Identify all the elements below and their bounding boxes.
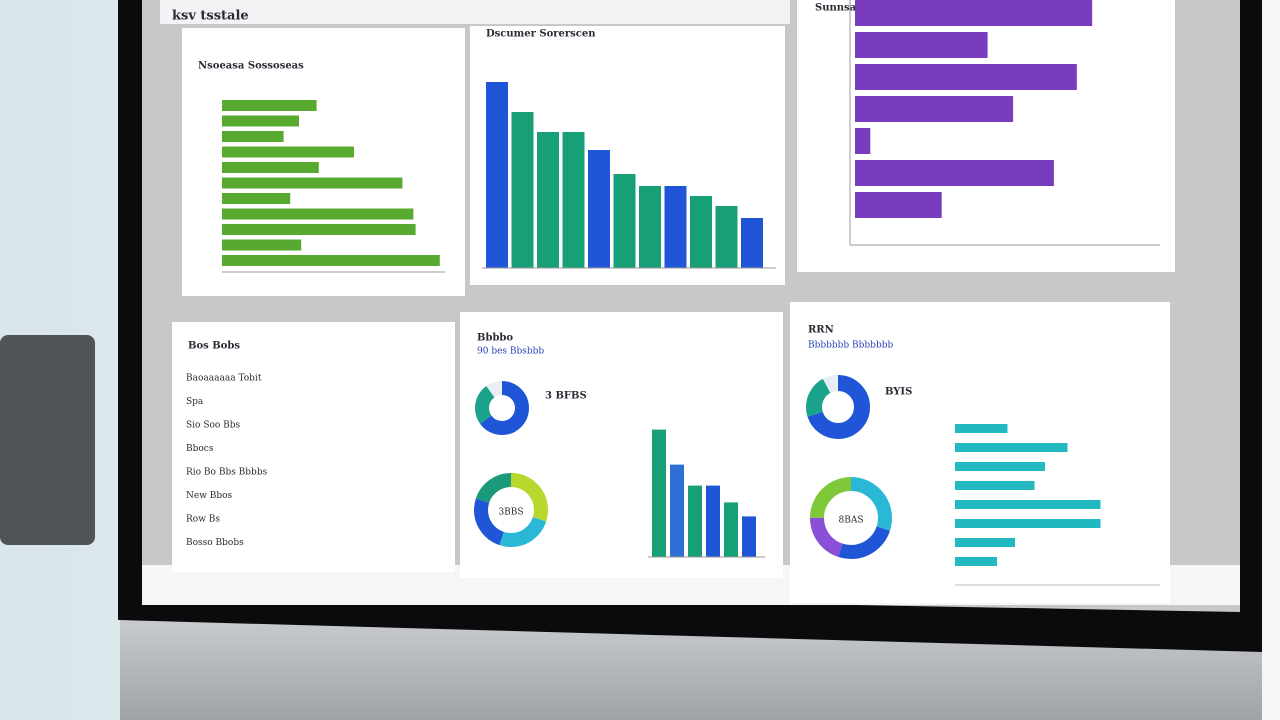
bar <box>511 112 534 268</box>
panel-title: Nsoeasa Sossoseas <box>198 61 304 72</box>
panel <box>172 322 455 572</box>
blurred-object <box>0 335 95 545</box>
donut-segment <box>474 473 548 547</box>
bar <box>222 177 403 189</box>
donut-segment <box>475 381 529 435</box>
monitor-bottom <box>120 620 1262 720</box>
bar <box>742 516 756 557</box>
list-item: Sio Soo Bbs <box>186 421 241 431</box>
donut-segment <box>475 381 529 435</box>
bar <box>222 208 414 220</box>
list-item: Bbocs <box>186 444 214 454</box>
bar <box>955 424 1008 433</box>
bar <box>222 162 319 173</box>
bar <box>715 206 738 268</box>
bar <box>955 519 1101 528</box>
bar <box>639 186 661 268</box>
bar <box>222 224 416 235</box>
bar <box>855 32 988 58</box>
donut-segment <box>474 473 548 547</box>
bar <box>613 174 636 268</box>
donut-segment <box>810 477 892 559</box>
list-item: Bosso Bbobs <box>186 538 244 548</box>
donut-label: 8BAS <box>838 516 863 526</box>
bar <box>222 239 302 251</box>
donut-label: 3BBS <box>498 508 523 518</box>
panel-title: Dscumer Sorerscen <box>486 29 596 40</box>
bar <box>222 146 354 158</box>
bar <box>486 82 508 268</box>
bar <box>670 464 684 557</box>
list-item: New Bbos <box>186 491 233 501</box>
bar <box>222 131 284 142</box>
panel-subtitle: Bbbbbbb Bbbbbbb <box>808 341 893 351</box>
list-item: Row Bs <box>186 515 220 525</box>
bar <box>855 96 1014 122</box>
bar <box>690 196 712 268</box>
panels: Nsoeasa Sossoseas Dscumer Sorerscen Sunnsa… <box>172 0 1175 603</box>
list-item: Spa <box>186 397 204 407</box>
bar <box>724 502 738 557</box>
donut-segment <box>806 375 870 439</box>
donut-segment <box>810 477 892 559</box>
bar <box>855 160 1054 186</box>
bar <box>741 218 763 268</box>
list-item: Rio Bo Bbs Bbbbs <box>186 468 268 478</box>
donut-segment <box>806 375 870 439</box>
header-bar <box>160 0 790 24</box>
donut-label: 3 BFBS <box>545 391 587 402</box>
bar <box>855 128 871 154</box>
list-item: Baoaaaaaa Tobit <box>186 374 262 384</box>
bar <box>955 481 1035 490</box>
bar <box>537 132 559 268</box>
bar <box>588 150 610 268</box>
bar <box>706 485 720 557</box>
bar <box>222 100 317 111</box>
bar <box>664 186 687 268</box>
bar <box>652 429 666 557</box>
bar <box>955 557 997 566</box>
bar <box>222 255 440 266</box>
bar <box>955 443 1068 452</box>
bar <box>955 538 1015 547</box>
panel-subtitle: 90 bes Bbsbbb <box>477 347 544 357</box>
bar <box>222 115 299 127</box>
donut-label: BYIS <box>885 387 912 398</box>
panel-title: Bos Bobs <box>188 341 240 352</box>
panel-title: Sunnsad Ssss <box>815 3 891 14</box>
bar <box>855 0 1093 26</box>
bar <box>855 64 1077 90</box>
bar <box>855 192 942 218</box>
donut-segment <box>810 477 892 559</box>
bar <box>955 500 1101 509</box>
bar <box>955 462 1045 471</box>
header-title: ksv tsstale <box>172 9 249 24</box>
panel-title: Bbbbo <box>477 333 513 344</box>
donut-segment <box>474 473 548 547</box>
panel-title: RRN <box>808 325 834 336</box>
bar <box>562 132 585 268</box>
bar <box>222 193 291 204</box>
bar <box>688 485 702 557</box>
